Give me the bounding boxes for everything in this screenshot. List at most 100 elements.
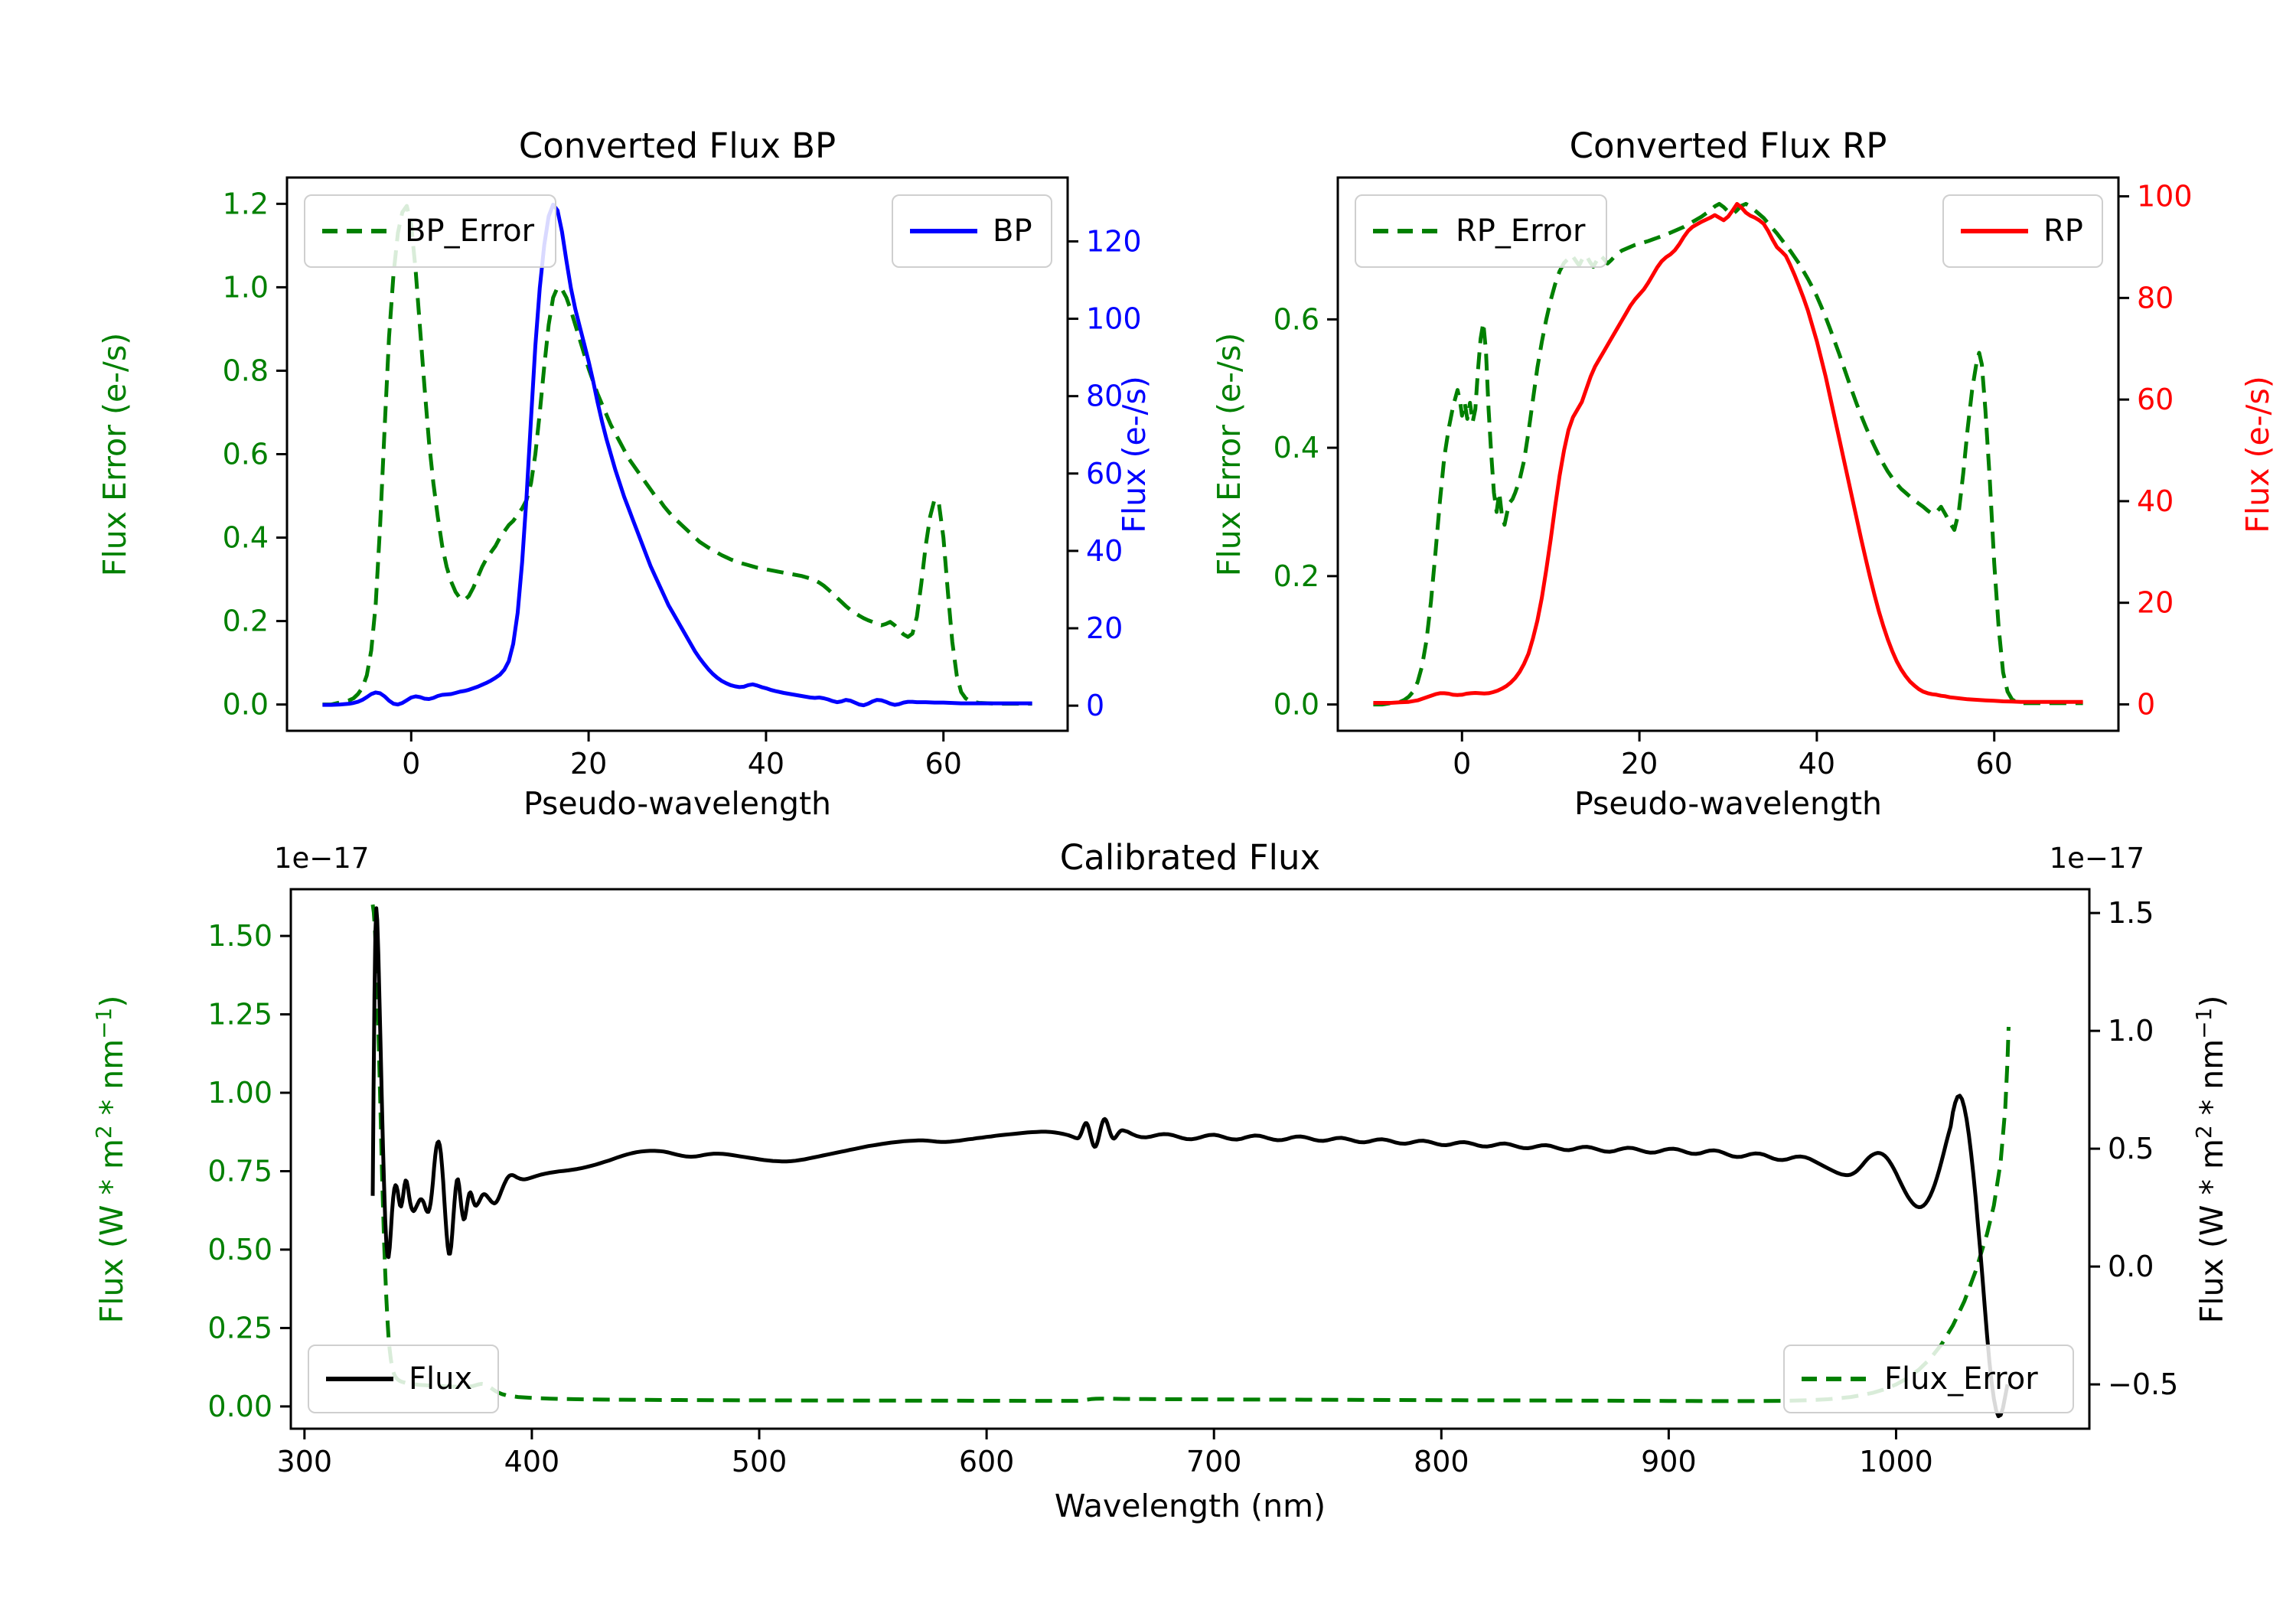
- flux-right-axis-label: Flux (W * m2 * nm−1): [2190, 995, 2230, 1324]
- bp-right-axis-label: Flux (e-/s): [1116, 376, 1153, 533]
- left-tick-label: 0.2: [1274, 559, 1319, 593]
- rp-right-axis-label-text: Flux (e-/s): [2239, 376, 2276, 533]
- rp-error-legend: RP_Error: [1355, 194, 1607, 268]
- right-tick-label: 80: [1086, 380, 1123, 413]
- flux-right-label-part: * nm: [2193, 1038, 2230, 1126]
- bp-solid-line-sample: [910, 229, 977, 233]
- right-tick-label: 1.5: [2108, 896, 2154, 930]
- flux-legend: Flux: [308, 1345, 499, 1413]
- rp-solid-line-sample: [1961, 229, 2028, 233]
- x-tick-label: 400: [504, 1445, 560, 1478]
- x-tick-label: 40: [748, 747, 784, 781]
- left-tick-label: 1.25: [207, 998, 272, 1032]
- right-tick-label: 60: [2137, 383, 2174, 416]
- x-tick-label: 20: [1621, 747, 1658, 781]
- BP_Error-curve: [322, 204, 1032, 707]
- left-tick-label: 0.25: [207, 1311, 272, 1345]
- left-tick-label: 0.50: [207, 1233, 272, 1266]
- bp-chart-title: Converted Flux BP: [518, 125, 837, 166]
- rp-right-axis-label: Flux (e-/s): [2239, 376, 2276, 533]
- x-tick-label: 600: [959, 1445, 1015, 1478]
- left-tick-label: 0.8: [223, 354, 269, 387]
- rp-x-axis-label: Pseudo-wavelength: [1574, 785, 1883, 822]
- left-tick-label: 0.6: [223, 438, 269, 471]
- right-tick-label: 40: [2137, 484, 2174, 518]
- right-tick-label: 20: [1086, 611, 1123, 645]
- x-tick-label: 0: [402, 747, 420, 781]
- left-tick-label: 0.00: [207, 1390, 272, 1423]
- right-tick-label: 0: [2137, 687, 2155, 721]
- x-tick-label: 1000: [1859, 1445, 1933, 1478]
- x-tick-label: 60: [1976, 747, 2013, 781]
- left-tick-label: 0.75: [207, 1154, 272, 1188]
- left-axis-offset-text: 1e−17: [274, 842, 370, 875]
- left-tick-label: 1.0: [223, 270, 269, 304]
- x-tick-label: 800: [1414, 1445, 1469, 1478]
- rp-chart-title: Converted Flux RP: [1569, 125, 1887, 166]
- left-tick-label: 0.6: [1274, 302, 1319, 336]
- calibrated-series-group: [370, 904, 2011, 1419]
- right-tick-label: 1.0: [2108, 1014, 2154, 1048]
- flux-left-axis-label: Flux (W * m2 * nm−1): [90, 995, 130, 1324]
- bp-legend-label: BP: [993, 214, 1032, 249]
- flux-right-label-sup: −1: [2190, 1007, 2216, 1039]
- left-tick-label: 0.2: [223, 605, 269, 638]
- rp-legend-label: RP: [2043, 214, 2083, 249]
- rp-error-legend-label: RP_Error: [1456, 214, 1586, 249]
- bp-left-axis-label-text: Flux Error (e-/s): [96, 332, 133, 577]
- bp-right-axis-label-text: Flux (e-/s): [1116, 376, 1153, 533]
- bp-series-group: [322, 202, 1032, 708]
- right-tick-label: 20: [2137, 586, 2174, 620]
- x-tick-label: 40: [1799, 747, 1835, 781]
- right-axis-offset-text: 1e−17: [2049, 842, 2144, 875]
- right-tick-label: 60: [1086, 457, 1123, 491]
- right-tick-label: 0.5: [2108, 1132, 2154, 1165]
- left-tick-label: 1.2: [223, 187, 269, 220]
- flux-error-legend-label: Flux_Error: [1884, 1361, 2038, 1397]
- BP-curve: [322, 202, 1032, 708]
- right-tick-label: 100: [1086, 302, 1142, 336]
- x-tick-label: 20: [570, 747, 607, 781]
- right-tick-label: 0: [1086, 689, 1104, 722]
- right-tick-label: 0.0: [2108, 1250, 2154, 1283]
- x-tick-label: 500: [732, 1445, 788, 1478]
- Flux-curve: [370, 906, 2010, 1419]
- rp-error-dashed-line-sample: [1373, 229, 1440, 233]
- bp-error-legend-label: BP_Error: [405, 214, 535, 249]
- calibrated-axes-frame: [289, 888, 2091, 1430]
- x-tick-label: 700: [1186, 1445, 1242, 1478]
- flux-left-label-part: ): [93, 995, 130, 1008]
- bp-error-dashed-line-sample: [322, 229, 390, 233]
- bp-error-legend: BP_Error: [304, 194, 556, 268]
- x-tick-label: 60: [925, 747, 962, 781]
- left-tick-label: 1.50: [207, 919, 272, 953]
- flux-right-label-part: ): [2193, 995, 2230, 1008]
- left-tick-label: 0.4: [223, 521, 269, 555]
- rp-left-axis-label: Flux Error (e-/s): [1211, 333, 1247, 576]
- left-tick-label: 0.4: [1274, 431, 1319, 464]
- flux-error-legend: Flux_Error: [1783, 1345, 2074, 1413]
- right-tick-label: 40: [1086, 534, 1123, 568]
- flux-left-label-sup: 2: [90, 1125, 116, 1139]
- x-tick-label: 300: [277, 1445, 333, 1478]
- rp-left-axis-label-text: Flux Error (e-/s): [1211, 332, 1247, 577]
- flux-left-label-part: Flux (W * m: [93, 1139, 130, 1324]
- RP_Error-curve: [1373, 201, 2083, 707]
- flux-right-label-sup: 2: [2190, 1125, 2216, 1139]
- right-tick-label: 120: [1086, 224, 1142, 258]
- flux-error-dashed-line-sample: [1802, 1377, 1869, 1381]
- flux-right-label-part: Flux (W * m: [2193, 1139, 2230, 1324]
- wavelength-axis-label: Wavelength (nm): [1054, 1488, 1326, 1524]
- left-tick-label: 0.0: [1274, 688, 1319, 722]
- right-tick-label: 80: [2137, 281, 2174, 315]
- left-tick-label: 0.0: [223, 688, 269, 722]
- x-tick-label: 0: [1453, 747, 1471, 781]
- right-tick-label: 100: [2137, 180, 2193, 214]
- right-tick-label: −0.5: [2108, 1367, 2178, 1401]
- x-tick-label: 900: [1641, 1445, 1697, 1478]
- left-tick-label: 1.00: [207, 1076, 272, 1110]
- flux-legend-label: Flux: [409, 1361, 473, 1397]
- calibrated-flux-chart-title: Calibrated Flux: [1059, 837, 1321, 878]
